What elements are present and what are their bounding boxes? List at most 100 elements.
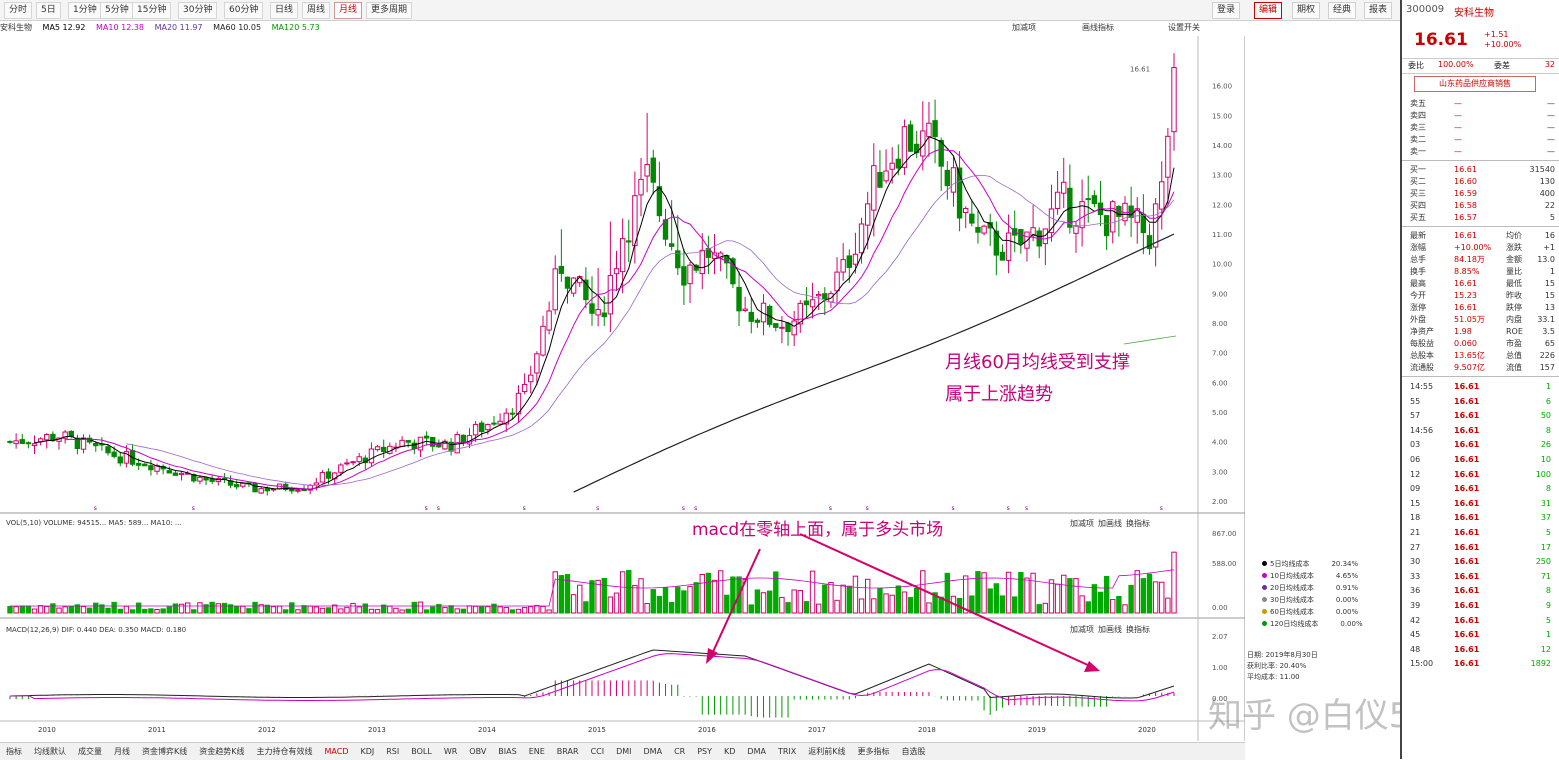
candle-body xyxy=(901,126,908,168)
indicator-tab-10[interactable]: BOLL xyxy=(411,747,432,756)
volume-bar xyxy=(246,608,252,614)
candle-body xyxy=(497,420,503,425)
volume-bar xyxy=(1152,581,1159,614)
sector-button[interactable]: 山东药品供应商销售 xyxy=(1414,76,1536,92)
period-tab-10[interactable]: 更多周期 xyxy=(366,2,413,19)
row-label: 买二 xyxy=(1410,177,1426,186)
row-volume: 130 xyxy=(1539,177,1555,186)
indicator-tab-17[interactable]: DMI xyxy=(616,747,632,756)
indicator-tab-4[interactable]: 资金博弈K线 xyxy=(142,747,188,756)
indicator-tab-9[interactable]: RSI xyxy=(386,747,400,756)
volume-bar xyxy=(148,608,154,614)
indicator-tab-13[interactable]: BIAS xyxy=(498,747,517,756)
candle-body xyxy=(135,462,142,466)
indicator-tab-19[interactable]: CR xyxy=(674,747,686,756)
candle-body xyxy=(607,275,614,315)
panel-button-0-0[interactable]: 加减项 xyxy=(1070,518,1094,528)
indicator-tab-22[interactable]: DMA xyxy=(747,747,766,756)
row-volume: — xyxy=(1547,111,1555,120)
candle-body xyxy=(1030,227,1036,237)
indicator-tab-26[interactable]: 自选股 xyxy=(901,747,926,756)
period-tab-3[interactable]: 5分钟 xyxy=(100,2,134,19)
indicator-tab-8[interactable]: KDJ xyxy=(360,747,375,756)
indicator-tab-14[interactable]: ENE xyxy=(528,747,545,756)
indicator-tab-6[interactable]: 主力持仓有效线 xyxy=(256,747,313,756)
indicator-tab-15[interactable]: BRAR xyxy=(556,747,579,756)
panel-button-0-1[interactable]: 加画线 xyxy=(1098,518,1122,528)
avg-cost-line: 平均成本: 11.00 xyxy=(1247,673,1300,681)
top-right-button-3[interactable]: 经典 xyxy=(1328,2,1357,19)
candle-body xyxy=(521,383,528,393)
volume-bar xyxy=(50,603,56,614)
volume-bar xyxy=(668,602,675,614)
panel-button-1-1[interactable]: 加画线 xyxy=(1098,624,1122,634)
candle-body xyxy=(423,435,430,439)
volume-bar xyxy=(479,606,485,614)
indicator-tab-7[interactable]: MACD xyxy=(324,747,349,756)
candle-body xyxy=(148,465,154,471)
period-tab-8[interactable]: 周线 xyxy=(302,2,331,19)
chart-option-0[interactable]: 加减项 xyxy=(1012,23,1036,32)
volume-bar xyxy=(209,601,215,614)
volume-axis-label: 0.00 xyxy=(1212,604,1228,612)
indicator-tab-25[interactable]: 更多指标 xyxy=(857,747,890,756)
indicator-tab-21[interactable]: KD xyxy=(724,747,736,756)
period-tab-9[interactable]: 月线 xyxy=(334,2,363,19)
indicator-tab-5[interactable]: 资金趋势K线 xyxy=(199,747,245,756)
top-right-button-0[interactable]: 登录 xyxy=(1212,2,1241,19)
period-tab-4[interactable]: 15分钟 xyxy=(132,2,172,19)
candle-body xyxy=(528,374,534,383)
indicator-tab-2[interactable]: 成交量 xyxy=(78,747,102,756)
volume-bar xyxy=(705,572,712,614)
tick-volume: 6 xyxy=(1545,396,1551,406)
volume-bar xyxy=(1079,595,1085,614)
year-label: 2017 xyxy=(808,726,826,734)
top-right-button-4[interactable]: 报表 xyxy=(1364,2,1393,19)
row-label-2: 均价 xyxy=(1506,231,1522,240)
indicator-tab-1[interactable]: 均线默认 xyxy=(34,747,66,756)
candle-body xyxy=(80,437,87,450)
tick-time: 48 xyxy=(1410,644,1421,654)
candle-body xyxy=(546,310,552,331)
kline-chart[interactable]: 16.00 15.00 14.00 13.00 12.00 11.00 10.00 9.00 8… xyxy=(0,36,1245,741)
price-axis-label: 15.00 xyxy=(1212,112,1232,120)
chart-option-2[interactable]: 设置开关 xyxy=(1168,23,1200,32)
indicator-tab-20[interactable]: PSY xyxy=(697,747,713,756)
top-right-button-1[interactable]: 编辑 xyxy=(1254,2,1283,19)
top-right-button-2[interactable]: 期权 xyxy=(1292,2,1321,19)
volume-bar xyxy=(423,609,430,614)
indicator-tab-24[interactable]: 返利前K线 xyxy=(808,747,846,756)
volume-bar xyxy=(405,608,411,614)
signal-marker: s xyxy=(437,505,440,512)
candle-body xyxy=(374,446,381,451)
volume-ma-line xyxy=(10,569,1175,607)
period-tab-1[interactable]: 5日 xyxy=(36,2,61,19)
candle-body xyxy=(1061,181,1067,194)
row-label: 换手 xyxy=(1410,267,1426,276)
row-label-2: 市盈 xyxy=(1506,339,1522,348)
panel-button-0-2[interactable]: 换指标 xyxy=(1126,518,1150,528)
stock-name: 安科生物 xyxy=(1454,8,1494,19)
panel-button-1-0[interactable]: 加减项 xyxy=(1070,624,1094,634)
indicator-tab-18[interactable]: DMA xyxy=(643,747,663,756)
chart-option-1[interactable]: 画线指标 xyxy=(1082,23,1114,32)
indicator-tab-23[interactable]: TRIX xyxy=(777,747,797,756)
volume-bar xyxy=(491,603,497,614)
panel-button-1-2[interactable]: 换指标 xyxy=(1126,624,1150,634)
period-tab-5[interactable]: 30分钟 xyxy=(178,2,218,19)
volume-bar xyxy=(534,604,540,614)
period-tab-6[interactable]: 60分钟 xyxy=(224,2,264,19)
period-tab-0[interactable]: 分时 xyxy=(4,2,33,19)
indicator-tab-16[interactable]: CCI xyxy=(590,747,605,756)
indicator-tab-11[interactable]: WR xyxy=(443,747,458,756)
period-tab-7[interactable]: 日线 xyxy=(270,2,299,19)
row-volume: 65 xyxy=(1544,339,1555,348)
row-volume: 22 xyxy=(1544,201,1555,210)
indicator-tab-3[interactable]: 月线 xyxy=(114,747,130,756)
indicator-tab-12[interactable]: OBV xyxy=(469,747,487,756)
indicator-tab-0[interactable]: 指标 xyxy=(6,747,22,756)
row-price: 9.507亿 xyxy=(1454,363,1485,372)
ma5-label: MA5 12.92 xyxy=(42,23,86,32)
period-tab-2[interactable]: 1分钟 xyxy=(68,2,102,19)
volume-bar xyxy=(570,594,577,614)
